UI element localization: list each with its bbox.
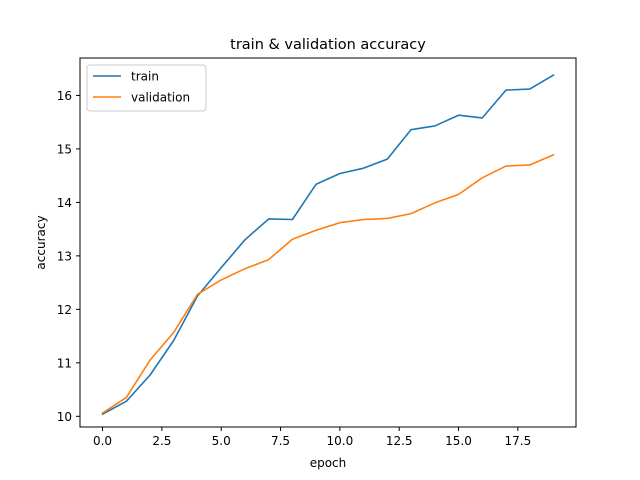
marks-layer (101, 74, 555, 416)
y-tick-label: 16 (57, 89, 72, 103)
plot-frame (79, 57, 577, 428)
legend-label-train: train (131, 70, 159, 84)
x-tick-label: 10.0 (327, 434, 354, 448)
y-tick-label: 10 (57, 410, 72, 424)
y-tick-label: 13 (57, 249, 72, 263)
x-tick-label: 12.5 (386, 434, 413, 448)
legend: train validation (86, 64, 207, 112)
x-tick-label: 2.5 (152, 434, 171, 448)
x-axis-label: epoch (310, 456, 347, 470)
y-tick-label: 12 (57, 303, 72, 317)
y-axis-label: accuracy (34, 215, 48, 269)
x-tick-label: 17.5 (504, 434, 531, 448)
x-tick-label: 15.0 (445, 434, 472, 448)
series-line-train (101, 74, 555, 416)
x-tick-label: 7.5 (271, 434, 290, 448)
y-tick-label: 15 (57, 142, 72, 156)
x-tick-label: 5.0 (212, 434, 231, 448)
y-tick-label: 14 (57, 196, 72, 210)
series-line-validation (101, 153, 555, 415)
chart-title: train & validation accuracy (230, 37, 426, 53)
x-tick-label: 0.0 (93, 434, 112, 448)
ticks-layer: 0.0 2.5 5.0 7.5 10.0 12.5 15.0 17.5 10 11 12 13 14 15… (57, 89, 531, 448)
legend-label-validation: validation (131, 91, 190, 105)
y-tick-label: 11 (57, 356, 72, 370)
